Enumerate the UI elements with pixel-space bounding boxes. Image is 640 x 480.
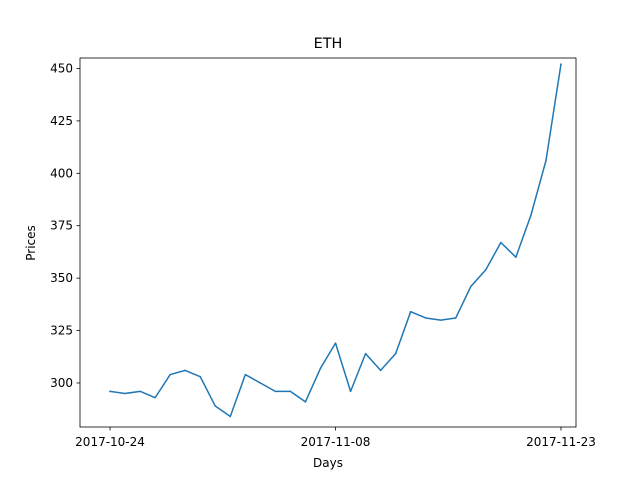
data-point <box>530 214 532 216</box>
data-point <box>244 373 247 376</box>
y-tick-label: 350 <box>50 271 73 285</box>
data-point <box>184 369 186 372</box>
data-point <box>154 396 156 399</box>
data-point <box>364 352 367 355</box>
data-point <box>199 375 201 378</box>
data-point <box>439 319 442 321</box>
data-point <box>124 392 126 395</box>
y-tick-label: 375 <box>50 219 73 233</box>
x-tick-label: 2017-10-24 <box>75 435 145 449</box>
data-point <box>394 352 397 355</box>
y-tick-label: 325 <box>50 324 73 338</box>
data-point <box>349 390 352 393</box>
data-point <box>289 390 292 393</box>
chart-title: ETH <box>314 36 343 52</box>
data-point <box>455 317 457 319</box>
data-point <box>169 373 171 376</box>
data-point <box>560 63 562 66</box>
data-point <box>500 241 502 244</box>
data-point <box>470 285 472 288</box>
data-point <box>424 317 427 319</box>
plot-area: 300 325 350 375 400 425 450 2017-10-24 2017-11-0… <box>50 57 596 449</box>
data-point <box>304 401 307 403</box>
x-tick-label: 2017-11-08 <box>301 435 371 449</box>
data-point <box>259 382 262 384</box>
data-point <box>379 369 382 372</box>
x-tick-label: 2017-11-23 <box>526 435 596 449</box>
data-point <box>334 342 337 344</box>
y-tick-label: 425 <box>50 114 73 128</box>
axes-frame <box>79 57 577 428</box>
data-point <box>229 415 232 418</box>
data-point <box>214 405 217 407</box>
data-point <box>409 310 412 313</box>
y-tick-label: 450 <box>50 61 73 75</box>
y-axis-label: Prices <box>24 225 38 261</box>
data-point <box>485 269 487 271</box>
data-point <box>274 390 277 393</box>
data-point <box>545 159 547 162</box>
data-point <box>319 367 322 370</box>
y-tick-label: 300 <box>50 376 73 390</box>
data-point <box>515 256 517 258</box>
x-axis-label: Days <box>313 456 343 470</box>
y-tick-label: 400 <box>50 166 73 180</box>
data-point <box>139 390 141 393</box>
data-point <box>109 390 111 393</box>
